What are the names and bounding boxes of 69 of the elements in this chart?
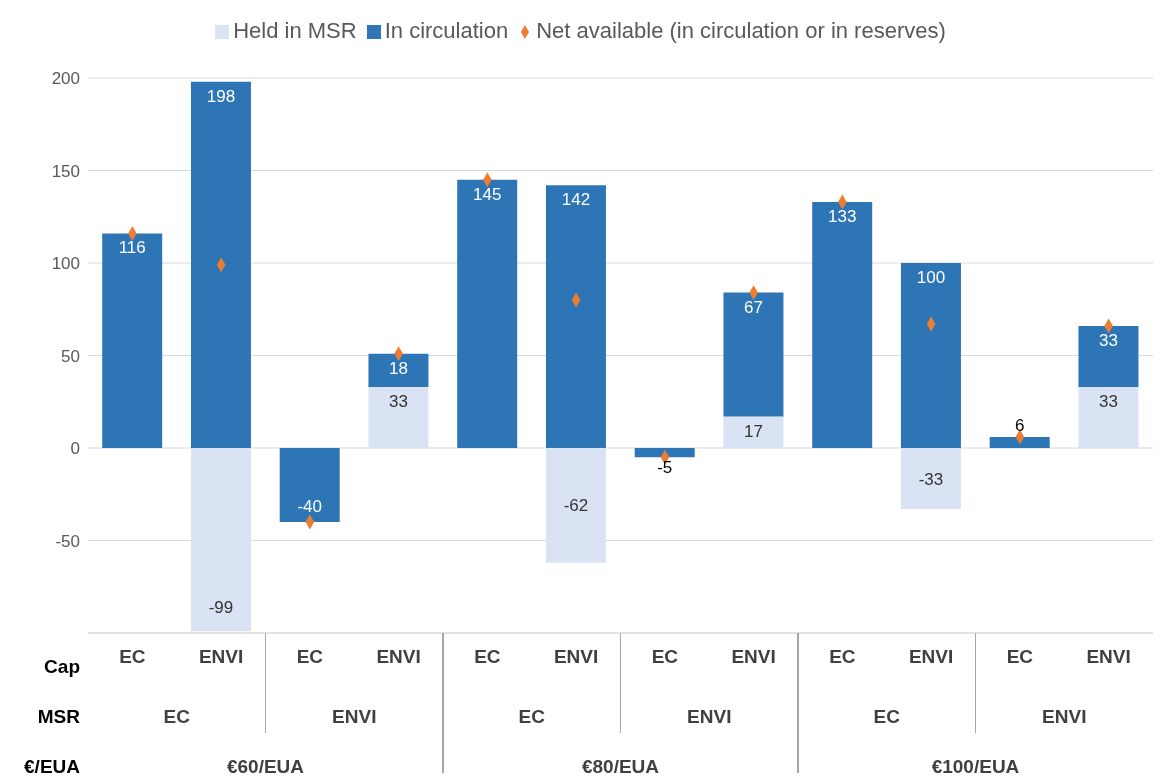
- data-label: 116: [118, 238, 146, 258]
- x-tick-label: ENVI: [376, 646, 421, 667]
- bar: [190, 81, 251, 448]
- text: EC: [518, 706, 546, 727]
- y-tick-label: 200: [51, 69, 80, 89]
- y-tick-label: 100: [51, 254, 80, 274]
- bar: [545, 448, 606, 563]
- data-label: -5: [657, 458, 673, 478]
- x-tick-label: EC: [1006, 646, 1034, 667]
- text: EC: [163, 706, 191, 727]
- x-tick-label: EC: [829, 646, 856, 667]
- data-label: 133: [828, 206, 857, 226]
- data-label: 198: [206, 86, 236, 106]
- bar: [102, 233, 163, 448]
- text: EC: [873, 706, 901, 727]
- x-tick-label: EC: [119, 646, 146, 667]
- bar: [723, 292, 784, 417]
- text: €/EUA: [24, 756, 81, 777]
- data-label: 18: [388, 358, 408, 378]
- bar: [634, 448, 695, 458]
- text: €80/EUA: [581, 756, 660, 777]
- bar: [812, 201, 873, 448]
- x-tick-label: EC: [296, 646, 324, 667]
- bar: [368, 386, 429, 448]
- data-label: 142: [561, 190, 591, 210]
- text: €100/EUA: [931, 756, 1020, 777]
- y-tick-label: -50: [55, 531, 80, 551]
- data-label: 67: [743, 297, 763, 317]
- data-label: -99: [208, 598, 234, 618]
- data-label: -40: [297, 497, 322, 516]
- y-tick-label: 50: [61, 346, 80, 366]
- bar: [900, 448, 961, 510]
- text: ENVI: [332, 706, 377, 727]
- bar: [900, 263, 961, 448]
- x-tick-label: EC: [474, 646, 501, 667]
- bar: [989, 436, 1050, 448]
- text: Cap: [44, 656, 80, 677]
- x-tick-label: EC: [651, 646, 679, 667]
- text: ENVI: [687, 706, 732, 727]
- x-tick-label: ENVI: [731, 646, 776, 667]
- bar: [545, 185, 606, 448]
- bar: [723, 416, 784, 448]
- data-label: -33: [918, 469, 944, 489]
- legend-label: Held in MSR: [233, 18, 357, 43]
- bar: [279, 448, 340, 522]
- y-tick-label: 0: [70, 439, 80, 459]
- legend-label: Net available (in circulation or in reserves): [536, 18, 946, 43]
- y-tick-label: 150: [51, 161, 80, 181]
- text: ENVI: [1042, 706, 1087, 727]
- bar: [457, 179, 518, 448]
- x-tick-label: ENVI: [198, 646, 244, 667]
- data-label: 33: [388, 391, 408, 411]
- bar: [190, 448, 251, 632]
- legend-label: In circulation: [384, 18, 509, 43]
- data-label: 100: [916, 268, 946, 287]
- bar: [368, 353, 429, 387]
- data-label: -62: [563, 496, 589, 516]
- x-tick-label: ENVI: [908, 646, 954, 667]
- data-label: 145: [473, 184, 502, 204]
- x-tick-label: ENVI: [553, 646, 599, 667]
- text: €60/EUA: [226, 756, 305, 777]
- data-label: 33: [1098, 391, 1118, 411]
- x-tick-label: ENVI: [1086, 646, 1131, 667]
- data-label: 6: [1014, 415, 1025, 435]
- bar: [1078, 386, 1139, 448]
- data-label: 17: [743, 421, 763, 441]
- data-label: 33: [1098, 330, 1118, 350]
- bar: [1078, 325, 1139, 387]
- text: MSR: [37, 706, 81, 727]
